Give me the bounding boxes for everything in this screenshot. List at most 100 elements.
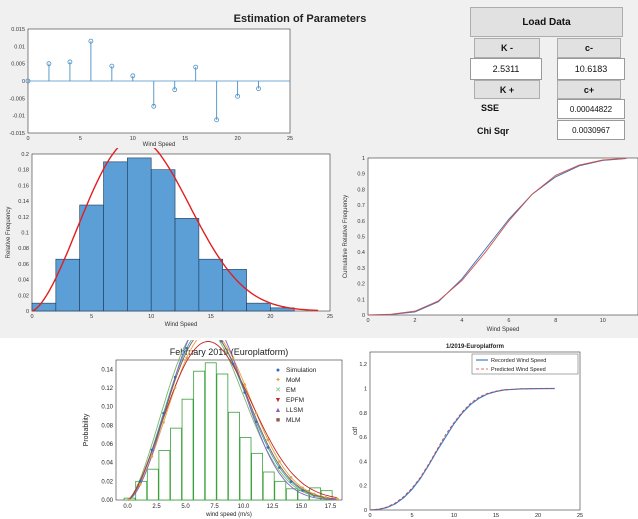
stem-marker xyxy=(256,86,261,92)
legend-label: MLM xyxy=(286,417,300,424)
probability-bar xyxy=(204,362,217,501)
x-tick-label: 2 xyxy=(413,318,416,324)
y-tick-label: 0.02 xyxy=(101,479,113,485)
x-tick-label: 12.5 xyxy=(267,504,279,510)
y-tick-label: 0.12 xyxy=(18,215,29,221)
probability-bar xyxy=(239,437,252,501)
pdf-marker xyxy=(278,460,281,463)
probability-bar xyxy=(262,471,275,501)
k-minus-label: K - xyxy=(474,38,540,58)
y-tick-label: 0 xyxy=(364,508,367,514)
pdf-marker xyxy=(336,497,339,501)
y-tick-label: 1.2 xyxy=(359,362,367,368)
x-tick-label: 25 xyxy=(577,513,583,519)
x-tick-label: 0 xyxy=(26,136,29,142)
y-tick-label: 0.3 xyxy=(357,266,365,272)
pdf-marker xyxy=(173,375,177,379)
sse-label: SSE xyxy=(481,103,500,113)
c-minus-label: c- xyxy=(557,38,621,58)
y-tick-label: 0.7 xyxy=(357,203,365,209)
pdf-marker xyxy=(289,476,293,479)
y-tick-label: 0.08 xyxy=(18,246,29,252)
histogram-bar xyxy=(150,169,176,312)
x-tick-label: 15 xyxy=(493,513,499,519)
y-tick-label: -0.015 xyxy=(9,131,25,137)
y-tick-label: 0.06 xyxy=(101,442,113,448)
pdf-marker xyxy=(254,420,258,423)
pdf-marker xyxy=(220,340,223,341)
k-minus-value[interactable]: 2.5311 xyxy=(470,58,542,80)
x-tick-label: 0 xyxy=(368,513,371,519)
y-axis-label: cdf xyxy=(353,427,359,435)
x-tick-label: 10 xyxy=(600,318,606,324)
chart-title: February 2019 (Europlatform) xyxy=(170,347,289,357)
histogram-bar xyxy=(198,258,224,312)
stem-marker xyxy=(25,78,31,84)
y-tick-label: 0.1 xyxy=(357,297,365,303)
histogram-bar xyxy=(246,302,271,312)
legend-marker: ✦ xyxy=(275,376,281,384)
pdf-marker xyxy=(301,489,304,492)
pdf-marker xyxy=(220,340,223,343)
pdf-marker xyxy=(150,448,154,452)
x-tick-label: 20 xyxy=(267,314,273,320)
pdf-marker xyxy=(139,482,142,486)
probability-bar xyxy=(251,452,264,501)
y-tick-label: 0.8 xyxy=(357,187,365,193)
x-tick-label: 25 xyxy=(287,136,293,142)
y-tick-label: 0.4 xyxy=(357,250,365,256)
sse-value[interactable]: 0.00044822 xyxy=(557,99,625,119)
stem-marker xyxy=(46,61,52,67)
histogram-bar xyxy=(127,157,152,312)
x-tick-label: 6 xyxy=(507,318,510,324)
probability-bar xyxy=(274,480,287,501)
y-tick-label: 0.16 xyxy=(18,183,29,189)
y-tick-label: 0 xyxy=(362,313,365,319)
legend-label: Predicted Wind Speed xyxy=(491,367,546,373)
x-tick-label: 20 xyxy=(235,136,241,142)
x-tick-label: 2.5 xyxy=(152,504,161,510)
stem-marker xyxy=(88,38,94,44)
probability-bar xyxy=(146,468,159,501)
x-axis-label: Wind Speed xyxy=(143,142,176,148)
pdf-marker xyxy=(162,420,165,424)
chi-sqr-value[interactable]: 0.0030967 xyxy=(557,120,625,140)
x-tick-label: 8 xyxy=(554,318,557,324)
stem-marker xyxy=(214,117,220,123)
pdf-marker xyxy=(289,480,293,483)
y-tick-label: 0.2 xyxy=(21,152,29,158)
pdf-marker xyxy=(324,495,328,499)
y-tick-label: -0.01 xyxy=(12,114,25,120)
y-tick-label: 0.02 xyxy=(18,293,29,299)
legend-label: Simulation xyxy=(286,367,317,374)
february-probability-chart: February 2019 (Europlatform) 0.00 0.02 0.04… xyxy=(83,340,343,518)
cumulative-line xyxy=(367,158,627,316)
c-minus-value[interactable]: 10.6183 xyxy=(557,58,625,80)
legend-label: LLSM xyxy=(286,407,303,414)
y-tick-label: 1 xyxy=(364,386,367,392)
pdf-marker xyxy=(139,479,142,483)
load-data-button[interactable]: Load Data xyxy=(470,7,623,37)
pdf-marker xyxy=(254,411,258,415)
europlatform-cdf-chart: 1/2019-Europlatform 0 0.2 0.4 0.6 0.8 1 1.2 0 5 10… xyxy=(353,344,583,519)
probability-bar xyxy=(216,373,229,501)
pdf-marker xyxy=(231,356,235,360)
pdf-marker xyxy=(231,362,235,366)
histogram-bar xyxy=(174,218,200,312)
y-tick-label: 0.015 xyxy=(11,27,25,33)
probability-bar xyxy=(170,427,182,501)
legend-label: MoM xyxy=(286,377,300,384)
y-tick-label: 0 xyxy=(22,79,25,85)
pdf-marker xyxy=(185,356,188,360)
chart-title: 1/2019-Europlatform xyxy=(446,344,504,350)
stem-marker xyxy=(235,93,241,99)
x-tick-label: 5 xyxy=(410,513,413,519)
probability-bar xyxy=(158,450,171,501)
cumulative-frequency-chart: 00.10.20.30.40.50.60.70.80.910 2 4 6 8 10Wind… xyxy=(338,148,638,338)
pdf-marker xyxy=(266,438,270,441)
plot-area xyxy=(369,351,581,511)
x-tick-label: 0 xyxy=(30,314,33,320)
y-axis-label: Cumulative Relative Frequency xyxy=(343,195,349,278)
y-tick-label: 0.6 xyxy=(357,219,365,225)
